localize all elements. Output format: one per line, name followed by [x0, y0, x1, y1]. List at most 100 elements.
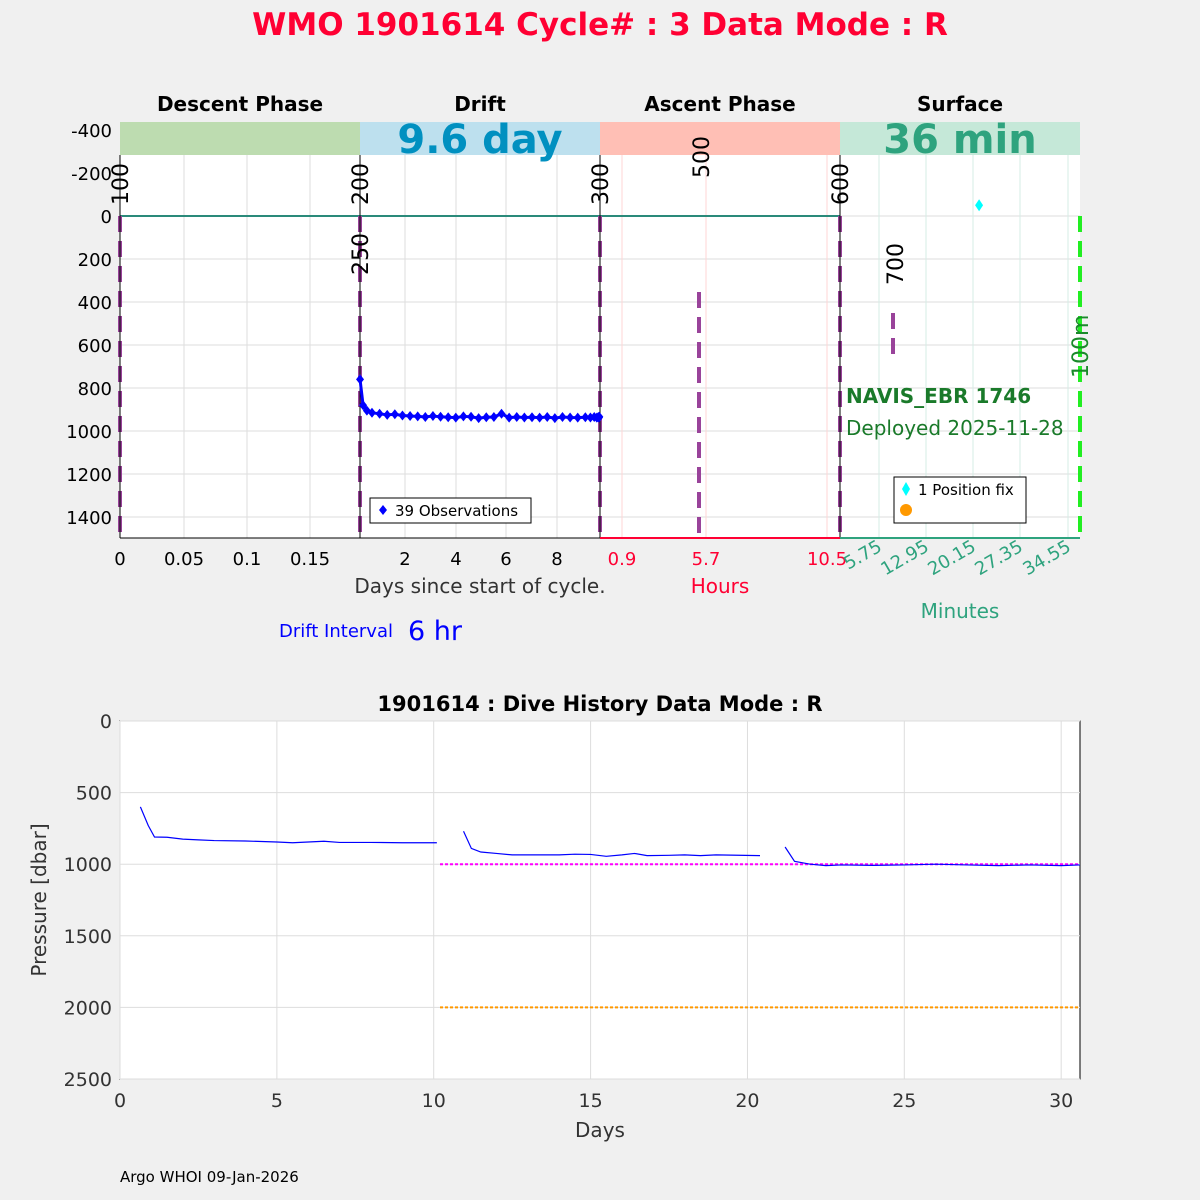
x-tick-minutes: 12.95	[877, 536, 932, 580]
y-tick-label: 1200	[66, 465, 112, 486]
marker-label: 100m	[1069, 315, 1094, 378]
drift-observation-point	[398, 410, 407, 421]
x-tick-label: 20	[735, 1090, 759, 1112]
dive-history-title: 1901614 : Dive History Data Mode : R	[377, 692, 822, 716]
drift-interval-value: 6 hr	[408, 616, 463, 647]
x-axis-label: Days	[575, 1118, 625, 1142]
marker-label: 250	[349, 233, 374, 275]
phase-label: Descent Phase	[157, 92, 323, 116]
y-tick-label: 1000	[64, 854, 112, 876]
y-axis-label: Pressure [dbar]	[27, 823, 51, 976]
drift-observation-point	[595, 411, 604, 422]
phase-duration: 9.6 day	[397, 117, 562, 163]
x-tick-minutes: 27.35	[971, 536, 1026, 580]
marker-label: 600	[829, 163, 854, 205]
x-tick-hours: 5.7	[692, 549, 721, 570]
drift-observation-point	[436, 411, 445, 422]
drift-observation-point	[375, 408, 384, 419]
fix-legend-text: 1 Position fix	[918, 481, 1014, 499]
x-tick-hours: 0.9	[608, 549, 637, 570]
phase-bar	[840, 122, 1080, 155]
x-tick-minutes: 20.15	[924, 536, 979, 580]
x-label-minutes: Minutes	[921, 599, 1000, 623]
drift-observation-point	[550, 413, 559, 424]
cycle2-line	[462, 831, 761, 857]
y-tick-label: 800	[78, 379, 112, 400]
x-tick-label: 25	[892, 1090, 916, 1112]
y-tick-label: 200	[78, 250, 112, 271]
drift-observation-point	[413, 411, 422, 422]
marker-label: 100	[109, 163, 134, 205]
drift-observation-point	[520, 412, 529, 423]
x-tick-hours: 10.5	[807, 549, 847, 570]
drift-observation-point	[505, 412, 514, 423]
phase-label: Surface	[917, 92, 1003, 116]
x-tick-drift: 8	[551, 549, 562, 570]
y-tick-label: 2000	[64, 997, 112, 1019]
drift-observation-point	[467, 411, 476, 422]
drift-observation-point	[489, 412, 498, 423]
phase-bar	[600, 122, 840, 155]
y-tick-label: 500	[76, 783, 112, 805]
drift-observation-point	[535, 412, 544, 423]
drift-observation-point	[512, 412, 521, 423]
y-tick-label: -400	[71, 121, 112, 142]
figure-title: WMO 1901614 Cycle# : 3 Data Mode : R	[252, 7, 948, 43]
obs-legend-text: 39 Observations	[395, 502, 518, 520]
marker-label: 200	[349, 163, 374, 205]
position-fix-point	[975, 199, 984, 212]
marker-label: 700	[884, 243, 909, 285]
drift-observation-point	[367, 407, 376, 418]
footer: Argo WHOI 09-Jan-2026	[120, 1168, 299, 1186]
drift-observation-point	[459, 411, 468, 422]
drift-observation-point	[444, 412, 453, 423]
x-tick-drift: 4	[450, 549, 461, 570]
dive-history-chart: 0 5 10 15 20 25 30 0 500 1000 1500 2000 2500 1901614 …	[27, 692, 1081, 1142]
drift-observation-point	[390, 409, 399, 420]
drift-observation-point	[356, 374, 365, 385]
marker-label: 500	[690, 136, 715, 178]
x-tick-drift: 2	[399, 549, 410, 570]
drift-observation-point	[383, 409, 392, 420]
x-tick-label: 30	[1049, 1090, 1073, 1112]
y-tick-label: 2500	[64, 1069, 112, 1091]
y-tick-label: 600	[78, 336, 112, 357]
x-tick-label: 10	[422, 1090, 446, 1112]
drift-observation-point	[359, 400, 368, 411]
x-tick-days: 0	[114, 549, 125, 570]
drift-observation-point	[581, 412, 590, 423]
drift-observation-point	[497, 408, 506, 419]
y-tick-label: 400	[78, 293, 112, 314]
drift-interval-label: Drift Interval	[279, 621, 393, 642]
y-tick-label: 0	[100, 711, 112, 733]
drift-observation-point	[566, 412, 575, 423]
drift-observation-point	[482, 412, 491, 423]
x-label-days: Days since start of cycle.	[354, 574, 605, 598]
x-tick-drift: 6	[500, 549, 511, 570]
x-tick-label: 5	[271, 1090, 283, 1112]
x-label-hours: Hours	[691, 574, 750, 598]
drift-observation-point	[558, 412, 567, 423]
drift-observation-point	[543, 412, 552, 423]
x-tick-days: 0.1	[233, 549, 262, 570]
drift-observation-point	[406, 410, 415, 421]
y-tick-label: 1000	[66, 422, 112, 443]
fix-legend-orange-marker	[900, 504, 912, 516]
plot-area	[119, 720, 1081, 1080]
x-tick-days: 0.15	[290, 549, 330, 570]
phase-bar	[360, 122, 600, 155]
x-tick-minutes: 34.55	[1019, 536, 1074, 580]
deploy-date: Deployed 2025-11-28	[846, 416, 1064, 440]
drift-observation-point	[528, 412, 536, 423]
float-model: NAVIS_EBR 1746	[846, 384, 1031, 408]
cycle1-line	[139, 806, 437, 844]
phase-label: Ascent Phase	[644, 92, 795, 116]
marker-label: 300	[589, 163, 614, 205]
phase-duration: 36 min	[883, 117, 1036, 163]
y-tick-label: 1500	[64, 926, 112, 948]
x-tick-minutes: 5.75	[840, 536, 885, 574]
phase-label: Drift	[454, 92, 506, 116]
drift-observation-point	[421, 412, 430, 423]
